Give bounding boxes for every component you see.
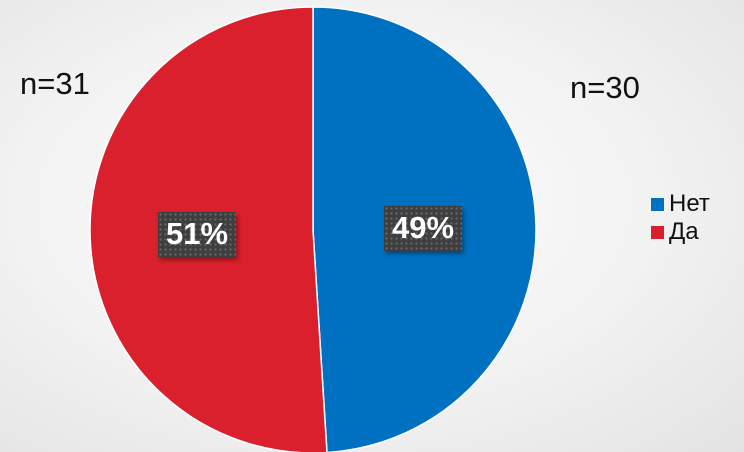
data-label-net: 49% [384, 206, 462, 251]
count-label-da: n=31 [20, 66, 90, 102]
legend-label-net: Нет [669, 190, 710, 218]
data-label-da: 51% [158, 212, 236, 257]
legend-swatch-da [651, 226, 664, 239]
legend-swatch-net [651, 198, 664, 211]
legend-item-net: Нет [651, 190, 710, 218]
count-label-net: n=30 [570, 70, 640, 106]
legend-label-da: Да [669, 218, 699, 246]
chart-legend: Нет Да [651, 190, 710, 246]
legend-item-da: Да [651, 218, 710, 246]
